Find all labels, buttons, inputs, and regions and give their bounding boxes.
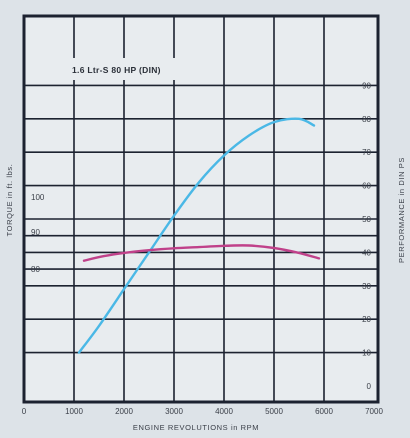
y-right-tick-label: 10 bbox=[362, 349, 371, 358]
tick-labels: 0 1000 2000 3000 4000 5000 6000 7000 0 10 20 30 40 50… bbox=[22, 81, 384, 416]
data-series bbox=[77, 117, 321, 354]
x-tick-label: 3000 bbox=[165, 407, 183, 416]
x-tick-label: 6000 bbox=[315, 407, 333, 416]
y-right-tick-label: 80 bbox=[362, 115, 371, 124]
y-right-tick-label: 20 bbox=[362, 315, 371, 324]
y-left-tick-label: 80 bbox=[31, 265, 40, 274]
x-axis-label: ENGINE REVOLUTIONS in RPM bbox=[133, 423, 259, 432]
y-left-tick-label: 100 bbox=[31, 193, 45, 202]
y-axis-right-label: PERFORMANCE in DIN PS bbox=[397, 157, 406, 263]
plot-frame bbox=[22, 14, 380, 404]
x-tick-label: 7000 bbox=[365, 407, 383, 416]
x-tick-label: 2000 bbox=[115, 407, 133, 416]
x-tick-label: 0 bbox=[22, 407, 27, 416]
y-left-tick-label: 90 bbox=[31, 228, 40, 237]
torque-curve bbox=[82, 244, 321, 262]
x-tick-label: 1000 bbox=[65, 407, 83, 416]
y-right-tick-label: 50 bbox=[362, 215, 371, 224]
chart-title: 1.6 Ltr-S 80 HP (DIN) bbox=[72, 65, 161, 75]
grid bbox=[24, 16, 378, 402]
y-axis-left-label: TORQUE in ft. lbs. bbox=[5, 164, 14, 237]
x-tick-label: 4000 bbox=[215, 407, 233, 416]
y-right-tick-label: 30 bbox=[362, 282, 371, 291]
y-right-tick-label: 40 bbox=[362, 248, 371, 257]
title-box bbox=[62, 58, 212, 80]
performance-curve bbox=[77, 117, 316, 354]
y-right-tick-label: 0 bbox=[367, 382, 372, 391]
y-right-tick-label: 90 bbox=[362, 81, 371, 90]
x-tick-label: 5000 bbox=[265, 407, 283, 416]
y-right-tick-label: 60 bbox=[362, 182, 371, 191]
y-right-tick-label: 70 bbox=[362, 148, 371, 157]
